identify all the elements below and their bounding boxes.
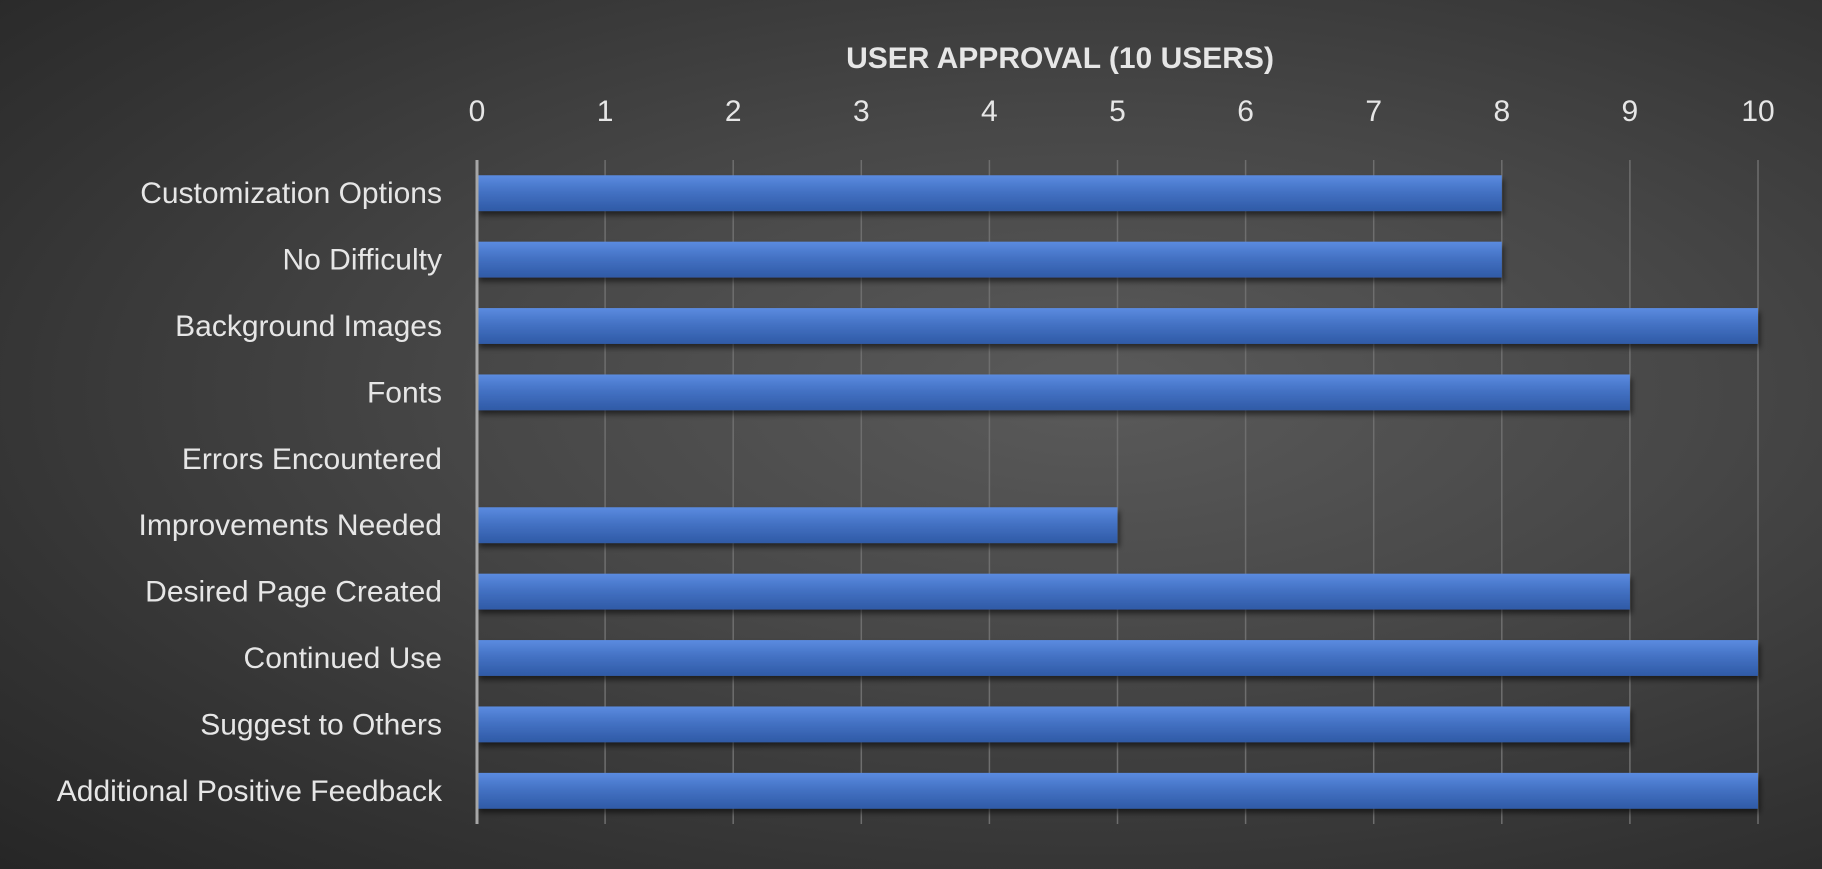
x-tick-label: 3	[853, 95, 870, 128]
bar	[477, 772, 1758, 809]
x-axis-ticks: 0 1 2 3 4 5 6 7 8 9 10	[469, 95, 1775, 128]
x-tick-label: 5	[1109, 95, 1126, 128]
category-label: Background Images	[175, 310, 442, 343]
category-label: Desired Page Created	[145, 576, 442, 609]
bar	[477, 308, 1758, 344]
category-label: Fonts	[367, 376, 442, 409]
x-tick-label: 10	[1741, 95, 1774, 128]
bar	[477, 507, 1118, 544]
category-labels: Customization Options No Difficulty Backgr…	[57, 177, 443, 808]
x-tick-label: 6	[1237, 95, 1254, 128]
chart-title: USER APPROVAL (10 USERS)	[846, 42, 1274, 75]
x-tick-label: 7	[1365, 95, 1382, 128]
bar	[477, 706, 1630, 743]
x-tick-label: 9	[1622, 95, 1639, 128]
x-tick-label: 0	[469, 95, 486, 128]
bar	[477, 640, 1758, 676]
x-tick-label: 4	[981, 95, 998, 128]
x-tick-label: 8	[1493, 95, 1510, 128]
category-label: No Difficulty	[283, 244, 443, 277]
bar	[477, 175, 1502, 212]
bar	[477, 374, 1630, 411]
category-label: Errors Encountered	[182, 443, 442, 476]
bar	[477, 573, 1630, 610]
category-label: Suggest to Others	[200, 708, 442, 741]
bar	[477, 241, 1502, 278]
category-label: Improvements Needed	[139, 509, 443, 542]
category-label: Customization Options	[140, 177, 442, 210]
category-label: Additional Positive Feedback	[57, 775, 443, 808]
bars	[477, 175, 1758, 809]
x-tick-label: 1	[597, 95, 614, 128]
category-label: Continued Use	[244, 642, 442, 675]
x-tick-label: 2	[725, 95, 742, 128]
